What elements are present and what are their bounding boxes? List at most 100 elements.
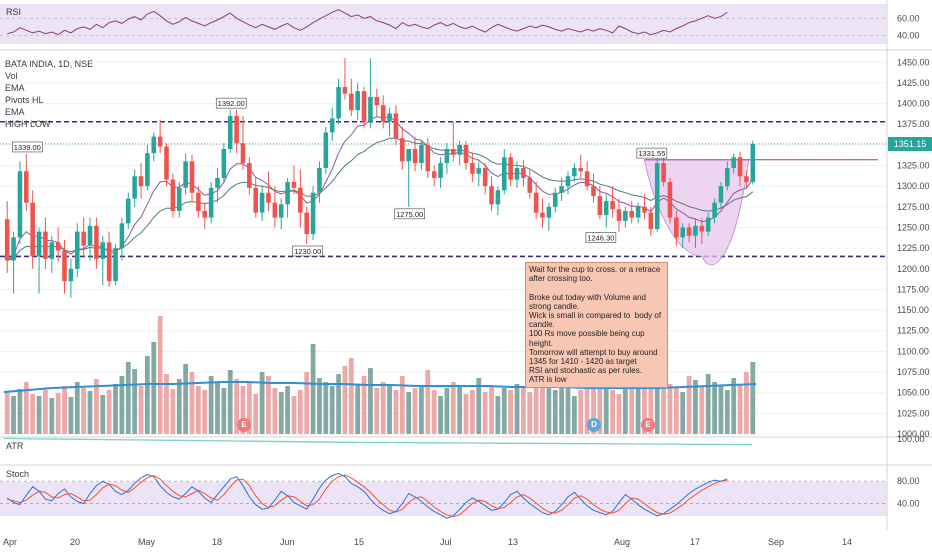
candle-body bbox=[132, 176, 137, 199]
volume-bar bbox=[23, 382, 29, 434]
earnings-event-badge[interactable]: E bbox=[237, 418, 251, 432]
price-candle bbox=[4, 201, 10, 273]
candle-body bbox=[272, 202, 278, 218]
volume-bar bbox=[540, 376, 545, 434]
candle-body bbox=[412, 149, 418, 164]
price-candle bbox=[349, 78, 354, 116]
candle-body bbox=[81, 231, 86, 246]
candle-body bbox=[731, 157, 736, 168]
price-candle bbox=[552, 187, 558, 213]
pivot-label-1: 1392.00 bbox=[218, 99, 245, 108]
volume-bar bbox=[419, 386, 424, 434]
pivot-label-3: 1275.00 bbox=[396, 210, 423, 219]
price-candle bbox=[693, 219, 698, 249]
dividend-event-badge[interactable]: D bbox=[587, 418, 601, 432]
candle-body bbox=[597, 196, 603, 216]
volume-bar bbox=[514, 384, 520, 434]
legend-line-ema-2: EMA bbox=[5, 107, 25, 117]
volume-bar bbox=[393, 390, 399, 434]
price-candle bbox=[387, 107, 392, 137]
candle-body bbox=[87, 225, 93, 246]
stoch-line-d bbox=[7, 474, 728, 518]
volume-bar bbox=[521, 388, 526, 434]
candle-body bbox=[750, 143, 756, 183]
price-candle bbox=[565, 171, 571, 195]
candle-body bbox=[718, 186, 724, 203]
volume-bar bbox=[578, 390, 584, 434]
candle-body bbox=[616, 209, 622, 221]
price-candle bbox=[591, 173, 596, 203]
volume-bar bbox=[489, 386, 494, 434]
volume-bar bbox=[501, 388, 507, 434]
price-candle bbox=[183, 153, 188, 195]
price-candle bbox=[285, 177, 290, 218]
volume-bar bbox=[329, 386, 335, 434]
legend-line-highlow: HIGH LOW bbox=[5, 119, 51, 129]
x-tick-label-8: Aug bbox=[614, 537, 630, 547]
price-candle bbox=[546, 202, 552, 231]
price-candle bbox=[457, 140, 462, 166]
candle-body bbox=[374, 96, 380, 106]
price-candle bbox=[253, 177, 259, 218]
candle-body bbox=[157, 136, 163, 147]
price-candle bbox=[164, 143, 169, 187]
volume-bar bbox=[151, 342, 157, 434]
price-candle bbox=[584, 161, 590, 191]
volume-bar bbox=[597, 374, 603, 434]
price-candle bbox=[266, 171, 271, 211]
candle-body bbox=[164, 146, 169, 180]
price-candle bbox=[705, 212, 711, 236]
volume-bar bbox=[374, 388, 380, 434]
price-candle bbox=[470, 153, 475, 183]
volume-bar bbox=[699, 386, 705, 434]
candle-body bbox=[176, 187, 182, 211]
candle-body bbox=[705, 217, 711, 232]
pivot-label-box-4 bbox=[585, 232, 617, 243]
stoch-tick-label-0: 40.00 bbox=[897, 499, 920, 509]
candle-body bbox=[495, 190, 501, 205]
earnings-event-badge-2[interactable]: E bbox=[641, 418, 655, 432]
volume-bar bbox=[285, 386, 290, 434]
volume-bar bbox=[227, 370, 233, 434]
candle-body bbox=[4, 219, 10, 261]
price-candle bbox=[463, 140, 469, 170]
price-candle bbox=[361, 87, 367, 129]
volume-bar bbox=[425, 370, 431, 434]
candle-body bbox=[527, 177, 533, 193]
volume-bar bbox=[744, 372, 749, 434]
price-candle bbox=[737, 151, 743, 187]
price-candle bbox=[419, 140, 424, 170]
rsi-tick-label-0: 40.00 bbox=[897, 30, 920, 40]
candle-body bbox=[336, 87, 341, 119]
volume-bar bbox=[36, 396, 42, 434]
pivot-label-box-0 bbox=[12, 141, 43, 153]
volume-bar bbox=[145, 356, 150, 434]
price-candle bbox=[145, 144, 150, 191]
candle-body bbox=[355, 91, 360, 111]
price-candle bbox=[572, 163, 577, 183]
candle-body bbox=[30, 202, 35, 257]
candle-body bbox=[578, 168, 584, 172]
volume-bar bbox=[348, 358, 354, 434]
volume-bar bbox=[113, 384, 118, 434]
volume-bar bbox=[215, 382, 220, 434]
volume-bar bbox=[584, 384, 590, 434]
price-candle bbox=[674, 210, 679, 246]
volume-bar bbox=[450, 382, 456, 434]
candle-body bbox=[196, 192, 201, 211]
candle-body bbox=[674, 217, 679, 238]
candle-body bbox=[457, 144, 462, 155]
price-candle bbox=[329, 107, 335, 141]
price-candle bbox=[425, 138, 431, 178]
candle-body bbox=[463, 144, 469, 164]
price-candle bbox=[482, 163, 488, 195]
price-candle bbox=[259, 186, 265, 221]
price-candle bbox=[234, 110, 239, 154]
volume-bar bbox=[259, 372, 265, 434]
pivot-label-2: 1230.00 bbox=[294, 247, 321, 256]
volume-bar bbox=[176, 379, 182, 434]
candle-body bbox=[400, 138, 405, 162]
candle-body bbox=[259, 192, 265, 213]
volume-bar bbox=[412, 388, 418, 434]
price-candle bbox=[648, 206, 654, 236]
